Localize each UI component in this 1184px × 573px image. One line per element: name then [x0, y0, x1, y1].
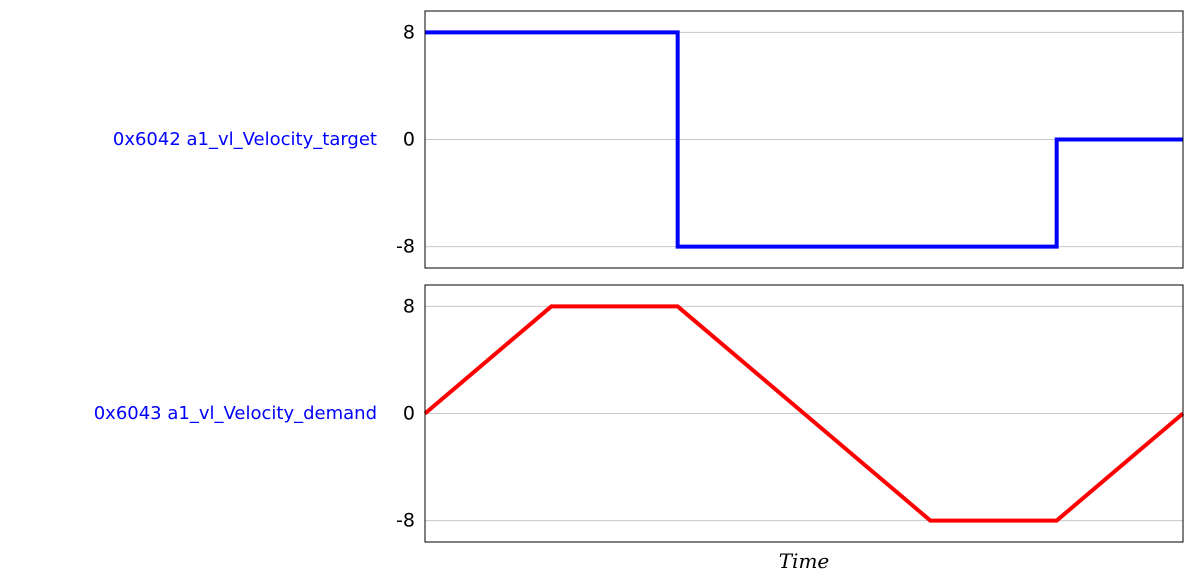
velocity-target-panel: 8 0 -8 0x6042 a1_vl_Velocity_target: [113, 10, 1184, 269]
y-tick-label: 0: [403, 403, 415, 425]
velocity-demand-panel: 8 0 -8 0x6043 a1_vl_Velocity_demand Time: [94, 284, 1184, 573]
y-tick-label: -8: [396, 236, 415, 258]
plot-frame: [424, 284, 1184, 543]
y-tick-label: 0: [403, 129, 415, 151]
plot-frame: [424, 10, 1184, 269]
y-tick-label: 8: [403, 295, 415, 317]
x-axis-label: Time: [779, 549, 830, 573]
y-axis-label: 0x6043 a1_vl_Velocity_demand: [94, 403, 377, 424]
y-axis-label: 0x6042 a1_vl_Velocity_target: [113, 129, 377, 150]
y-tick-label: -8: [396, 510, 415, 532]
velocity-demand-series: [423, 304, 1184, 523]
y-tick-label: 8: [403, 21, 415, 43]
velocity-target-series: [425, 30, 1183, 249]
